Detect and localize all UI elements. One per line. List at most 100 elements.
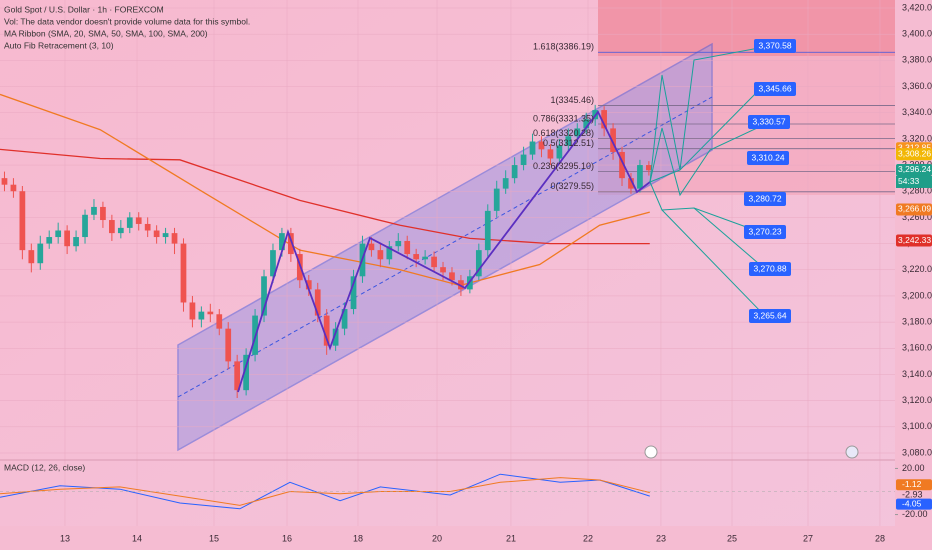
price-tag-label: 3,242.33 [898,235,931,245]
macd-line [0,477,650,506]
candle-body [19,191,26,251]
projection-callout [749,309,791,323]
y-tick-label: 3,360.00 [902,81,932,91]
countdown-bg [896,175,932,188]
candle-body [55,230,62,238]
projection-label: 3,330.57 [752,116,785,126]
candle-body [458,280,464,290]
projection-path [661,209,766,317]
price-tag-label: 3,312.85 [898,142,931,152]
macd-tag-label: -2.93 [902,489,923,499]
event-icon[interactable] [644,445,658,459]
macd-tick-label: 20.00 [902,463,925,473]
candle-body [350,276,357,310]
candle-body [502,178,509,189]
candle-body [395,240,402,247]
y-tick-label: 3,100.00 [902,421,932,431]
candle-body [646,165,652,171]
candle-body [162,233,169,238]
candle-body [144,223,151,231]
macd-tick-label: -20.00 [902,509,928,519]
candle-body [73,237,79,247]
x-tick-label: 16 [282,533,292,543]
candle-body [91,206,97,215]
candle-body [529,141,536,155]
y-tick-label: 3,380.00 [902,55,932,65]
price-tag [896,234,932,247]
candle-body [341,309,348,329]
candle-body [126,217,133,228]
candle-body [637,165,643,189]
projection-label: 3,310.24 [751,152,784,162]
fib-label: 0.786(3331.35) [533,113,594,123]
macd-line [0,473,650,510]
chart-title: Gold Spot / U.S. Dollar · 1h · FOREXCOM [4,4,164,14]
candle-body [37,243,44,264]
indicator-note: Vol: The data vendor doesn't provide vol… [4,16,250,26]
x-tick-label: 18 [353,533,363,543]
candle-body [511,165,518,179]
candle-body [305,280,312,290]
x-tick-label: 14 [132,533,142,543]
y-tick-label: 3,260.00 [902,212,932,222]
candle-body [404,240,411,255]
projection-callout [754,82,796,96]
x-tick-label: 13 [60,533,70,543]
candle-body [583,119,590,129]
candle-body [556,145,563,159]
projection-callout [747,151,789,165]
candle-body [610,128,616,152]
projection-label: 3,270.88 [753,263,786,273]
candle-layer [1,104,652,399]
x-tick-label: 25 [727,533,737,543]
indicator-note: MA Ribbon (SMA, 20, SMA, 50, SMA, 100, S… [4,28,208,38]
event-icon[interactable] [845,445,859,459]
candle-body [493,188,500,211]
price-tag-label: 3,266.09 [898,204,931,214]
candle-body [449,272,455,281]
price-tag-label: 3,296.24 [898,164,931,174]
candle-body [82,214,88,238]
indicator-note: Auto Fib Retracement (3, 10) [4,40,114,50]
fib-label: 0(3279.55) [550,181,594,191]
candle-body [189,302,196,320]
wave-pattern [237,110,651,393]
projection-path [649,181,761,233]
x-tick-label: 27 [803,533,813,543]
candle-body [475,250,482,277]
candle-body [601,110,607,129]
price-tag [896,163,932,176]
candle-body [243,354,249,391]
time-axis-bg [0,526,895,550]
projection-path [649,88,761,183]
price-tag [896,203,932,216]
projection-callout [744,225,786,239]
projection-label: 3,345.66 [758,83,791,93]
y-tick-label: 3,080.00 [902,447,932,457]
ma-layer [0,93,650,287]
candle-body [422,256,428,260]
price-tag-label: 3,308.26 [898,148,931,158]
candle-body [520,154,527,166]
candle-body [619,151,625,179]
moving-average [0,148,650,245]
candle-body [225,328,232,362]
candle-body [368,243,375,251]
candle-body [279,233,285,251]
price-axis-bg [895,0,932,550]
fib-label: 1.618(3386.19) [533,42,594,52]
candle-body [198,311,205,320]
candle-body [153,230,160,238]
candle-body [117,227,124,234]
x-tick-label: 28 [875,533,885,543]
projection-label: 3,270.23 [748,226,781,236]
candle-body [234,361,241,391]
projection-label: 3,370.58 [758,40,791,50]
fib-label: 0.236(3295.10) [533,161,594,171]
y-tick-label: 3,140.00 [902,369,932,379]
y-tick-label: 3,160.00 [902,343,932,353]
candle-body [323,315,330,346]
candle-body [288,233,294,255]
candle-body [10,184,17,192]
